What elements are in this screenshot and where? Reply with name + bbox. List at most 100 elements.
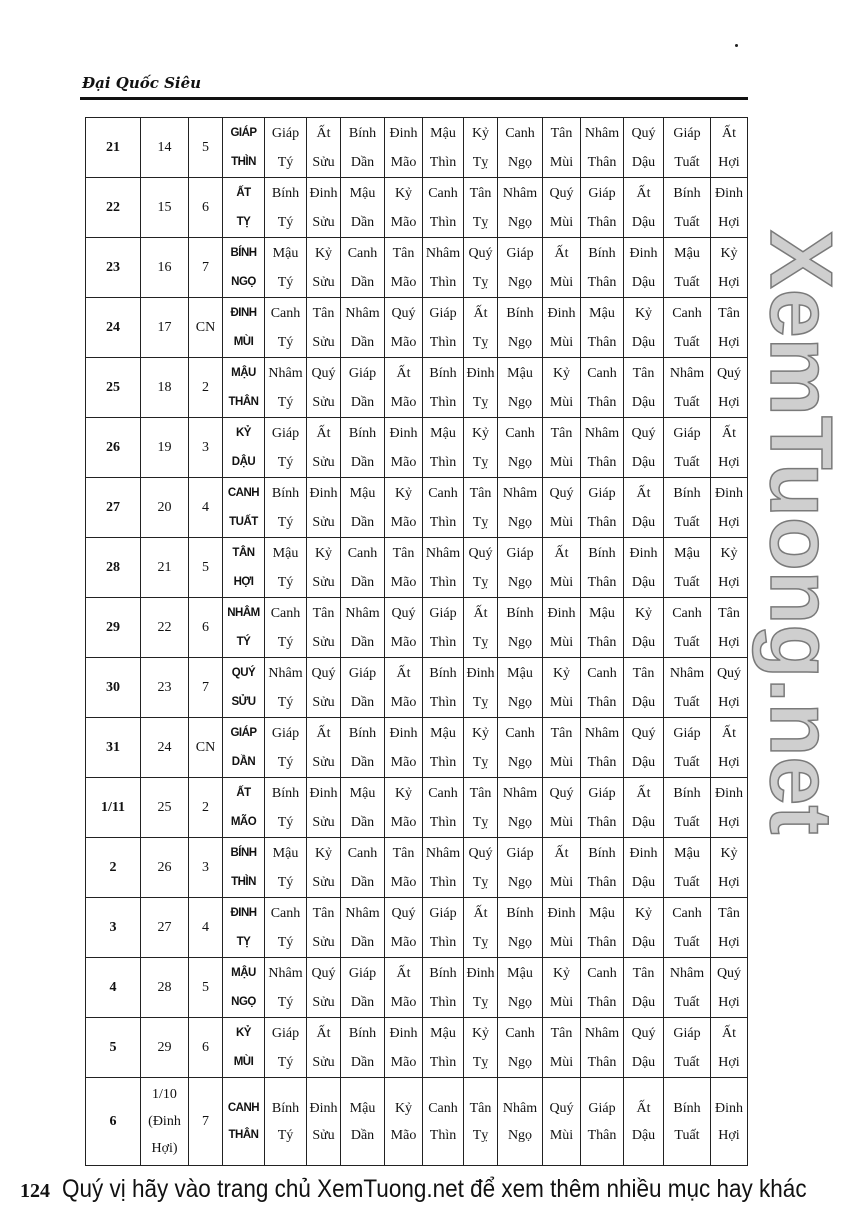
hour-can-chi: Bính Thân	[580, 537, 624, 598]
hour-stem: Mậu	[430, 725, 456, 741]
hour-branch: Tuất	[674, 214, 700, 230]
solar-date: 2	[85, 837, 141, 898]
hour-branch: Thìn	[429, 754, 457, 770]
hour-branch: Sửu	[312, 574, 335, 590]
hour-can-chi: Mậu Dần	[340, 1077, 385, 1166]
day-branch: NGỌ	[231, 995, 256, 1008]
hour-can-chi: Tân Dậu	[623, 357, 664, 418]
day-branch: THÌN	[231, 875, 256, 888]
hour-stem: Giáp	[506, 845, 534, 861]
hour-branch: Dần	[350, 274, 375, 290]
day-can-chi: KỶ MÙI	[222, 1017, 265, 1078]
hour-can-chi: Đinh Tỵ	[463, 957, 498, 1018]
hour-branch: Tỵ	[472, 814, 489, 830]
hour-branch: Tuất	[674, 454, 700, 470]
hour-stem: Nhâm	[425, 545, 461, 561]
hour-stem: Giáp	[348, 365, 377, 381]
hour-can-chi: Ất Dậu	[623, 1077, 664, 1166]
hour-can-chi: Đinh Dậu	[623, 837, 664, 898]
hour-branch: Tý	[277, 874, 294, 890]
hour-branch: Tỵ	[472, 754, 489, 770]
hour-branch: Tuất	[674, 694, 700, 710]
hour-branch: Tý	[277, 694, 294, 710]
hour-stem: Kỷ	[552, 365, 571, 381]
footer-link-text[interactable]: Quý vị hãy vào trang chủ XemTuong.net để…	[62, 1175, 807, 1203]
hour-branch: Ngọ	[507, 274, 533, 290]
hour-can-chi: Nhâm Dần	[340, 297, 385, 358]
hour-stem: Mậu	[507, 665, 533, 681]
hour-stem: Kỷ	[720, 545, 738, 561]
hour-branch: Hợi	[718, 814, 740, 830]
hour-can-chi: Giáp Dần	[340, 957, 385, 1018]
day-can-chi: ĐINH TỴ	[222, 897, 265, 958]
hour-stem: Tân	[550, 725, 573, 741]
hour-branch: Dậu	[631, 694, 656, 710]
hour-stem: Canh	[587, 965, 617, 981]
hour-stem: Nhâm	[268, 965, 303, 981]
hour-can-chi: Bính Dần	[340, 117, 385, 178]
hour-branch: Dậu	[631, 934, 656, 950]
hour-stem: Bính	[429, 965, 457, 981]
watermark: XemTuong.net	[751, 229, 850, 835]
hour-stem: Bính	[271, 1100, 300, 1116]
hour-can-chi: Kỷ Mão	[384, 777, 423, 838]
hour-can-chi: Bính Dần	[340, 417, 385, 478]
hour-branch: Mão	[390, 754, 417, 770]
hour-can-chi: Tân Tỵ	[463, 777, 498, 838]
lunar-date: 20	[140, 477, 189, 538]
hour-branch: Tý	[277, 514, 294, 530]
hour-branch: Mùi	[549, 754, 574, 770]
hour-stem: Đinh	[309, 485, 338, 501]
hour-branch: Thân	[587, 874, 617, 890]
hour-branch: Ngọ	[507, 334, 533, 350]
hour-stem: Nhâm	[502, 785, 538, 801]
weekday: 3	[188, 417, 223, 478]
hour-stem: Giáp	[673, 425, 701, 441]
hour-can-chi: Ất Sửu	[306, 117, 341, 178]
hour-can-chi: Đinh Mão	[384, 417, 423, 478]
hour-stem: Bính	[271, 785, 300, 801]
hour-can-chi: Tân Mão	[384, 237, 423, 298]
hour-stem: Tân	[312, 905, 335, 921]
solar-date: 21	[85, 117, 141, 178]
hour-can-chi: Giáp Thân	[580, 1077, 624, 1166]
hour-branch: Tý	[277, 454, 294, 470]
hour-branch: Sửu	[312, 394, 335, 410]
hour-stem: Canh	[270, 305, 301, 321]
hour-branch: Hợi	[718, 934, 740, 950]
weekday: CN	[188, 717, 223, 778]
hour-branch: Dậu	[631, 154, 656, 170]
hour-stem: Mậu	[674, 245, 700, 261]
hour-branch: Thân	[587, 994, 617, 1010]
hour-branch: Dậu	[631, 394, 656, 410]
hour-can-chi: Mậu Tý	[264, 537, 307, 598]
hour-can-chi: Ất Tỵ	[463, 897, 498, 958]
hour-can-chi: Đinh Dậu	[623, 237, 664, 298]
hour-branch: Dần	[350, 514, 375, 530]
hour-can-chi: Mậu Tuất	[663, 237, 711, 298]
hour-branch: Dậu	[631, 574, 656, 590]
day-branch: NGỌ	[231, 275, 256, 288]
hour-branch: Tý	[277, 1127, 294, 1143]
lunar-date-line: (Đinh	[148, 1114, 181, 1129]
hour-can-chi: Tân Sửu	[306, 897, 341, 958]
hour-stem: Mậu	[674, 845, 700, 861]
day-can-chi: MẬU THÂN	[222, 357, 265, 418]
weekday: 6	[188, 1017, 223, 1078]
hour-stem: Bính	[588, 845, 616, 861]
hour-stem: Bính	[271, 185, 300, 201]
solar-date: 26	[85, 417, 141, 478]
hour-can-chi: Bính Tý	[264, 477, 307, 538]
hour-stem: Ất	[396, 965, 411, 981]
hour-can-chi: Quý Dậu	[623, 417, 664, 478]
hour-can-chi: Kỷ Sửu	[306, 237, 341, 298]
hour-can-chi: Canh Ngọ	[497, 1017, 543, 1078]
lunar-date: 25	[140, 777, 189, 838]
hour-branch: Mùi	[549, 334, 574, 350]
hour-can-chi: Ất Dậu	[623, 777, 664, 838]
day-stem: BÍNH	[230, 246, 257, 259]
day-stem: CANH	[227, 486, 260, 499]
hour-stem: Mậu	[272, 245, 299, 261]
hour-stem: Mậu	[507, 365, 533, 381]
hour-stem: Canh	[505, 425, 535, 441]
